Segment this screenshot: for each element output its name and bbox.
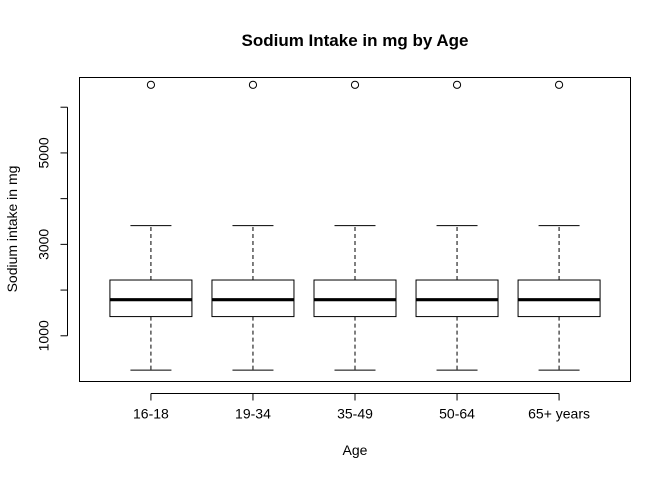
outlier-point <box>146 80 156 89</box>
y-tick-label: 3000 <box>36 229 52 260</box>
box-group <box>415 80 499 371</box>
box-group <box>109 80 193 371</box>
y-axis: 1000 3000 5000 <box>36 106 68 351</box>
y-tick-label: 1000 <box>36 320 52 351</box>
outlier-point <box>248 80 258 89</box>
outlier-point <box>350 80 360 89</box>
outlier-point <box>554 80 564 89</box>
x-tick-label: 50-64 <box>439 406 475 422</box>
boxes <box>109 80 601 371</box>
y-tick-label: 5000 <box>36 137 52 168</box>
chart-title: Sodium Intake in mg by Age <box>241 31 468 50</box>
box-group <box>313 80 397 371</box>
x-tick-label: 35-49 <box>337 406 373 422</box>
x-axis-label: Age <box>343 442 368 458</box>
x-tick-label: 65+ years <box>528 406 590 422</box>
y-axis-label: Sodium intake in mg <box>4 166 20 293</box>
x-tick-label: 19-34 <box>235 406 271 422</box>
box-group <box>517 80 601 371</box>
outlier-point <box>452 80 462 89</box>
plot-frame <box>79 77 631 382</box>
x-axis: 16-18 19-34 35-49 50-64 65+ years <box>133 393 590 422</box>
x-tick-label: 16-18 <box>133 406 169 422</box>
box-group <box>211 80 295 371</box>
